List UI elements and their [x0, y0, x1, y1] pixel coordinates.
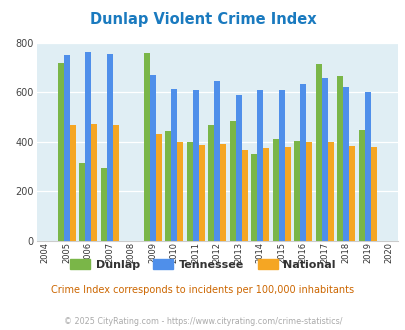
Bar — [143, 53, 149, 241]
Bar — [305, 142, 311, 241]
Bar — [79, 163, 85, 241]
Bar — [192, 90, 198, 241]
Bar — [113, 125, 118, 241]
Bar — [198, 145, 204, 241]
Bar — [241, 150, 247, 241]
Bar — [70, 125, 75, 241]
Bar — [64, 55, 70, 241]
Bar — [58, 63, 64, 241]
Bar — [348, 147, 354, 241]
Bar — [149, 75, 155, 241]
Bar — [214, 81, 220, 241]
Bar — [262, 148, 269, 241]
Bar — [155, 135, 161, 241]
Bar — [186, 143, 192, 241]
Bar — [337, 76, 342, 241]
Bar — [165, 131, 171, 241]
Text: Dunlap Violent Crime Index: Dunlap Violent Crime Index — [90, 12, 315, 26]
Bar — [229, 121, 235, 241]
Legend: Dunlap, Tennessee, National: Dunlap, Tennessee, National — [66, 255, 339, 274]
Text: Crime Index corresponds to incidents per 100,000 inhabitants: Crime Index corresponds to incidents per… — [51, 285, 354, 295]
Bar — [327, 142, 333, 241]
Bar — [299, 84, 305, 241]
Bar — [315, 64, 321, 241]
Bar — [85, 51, 91, 241]
Bar — [91, 124, 97, 241]
Bar — [364, 92, 370, 241]
Bar — [272, 139, 278, 241]
Bar — [208, 124, 214, 241]
Bar — [342, 87, 348, 241]
Bar — [251, 154, 257, 241]
Bar — [220, 145, 226, 241]
Text: © 2025 CityRating.com - https://www.cityrating.com/crime-statistics/: © 2025 CityRating.com - https://www.city… — [64, 317, 341, 326]
Bar — [100, 168, 107, 241]
Bar — [370, 147, 376, 241]
Bar — [171, 89, 177, 241]
Bar — [177, 142, 183, 241]
Bar — [107, 54, 113, 241]
Bar — [278, 90, 284, 241]
Bar — [257, 90, 262, 241]
Bar — [358, 129, 364, 241]
Bar — [321, 78, 327, 241]
Bar — [294, 141, 299, 241]
Bar — [235, 95, 241, 241]
Bar — [284, 147, 290, 241]
